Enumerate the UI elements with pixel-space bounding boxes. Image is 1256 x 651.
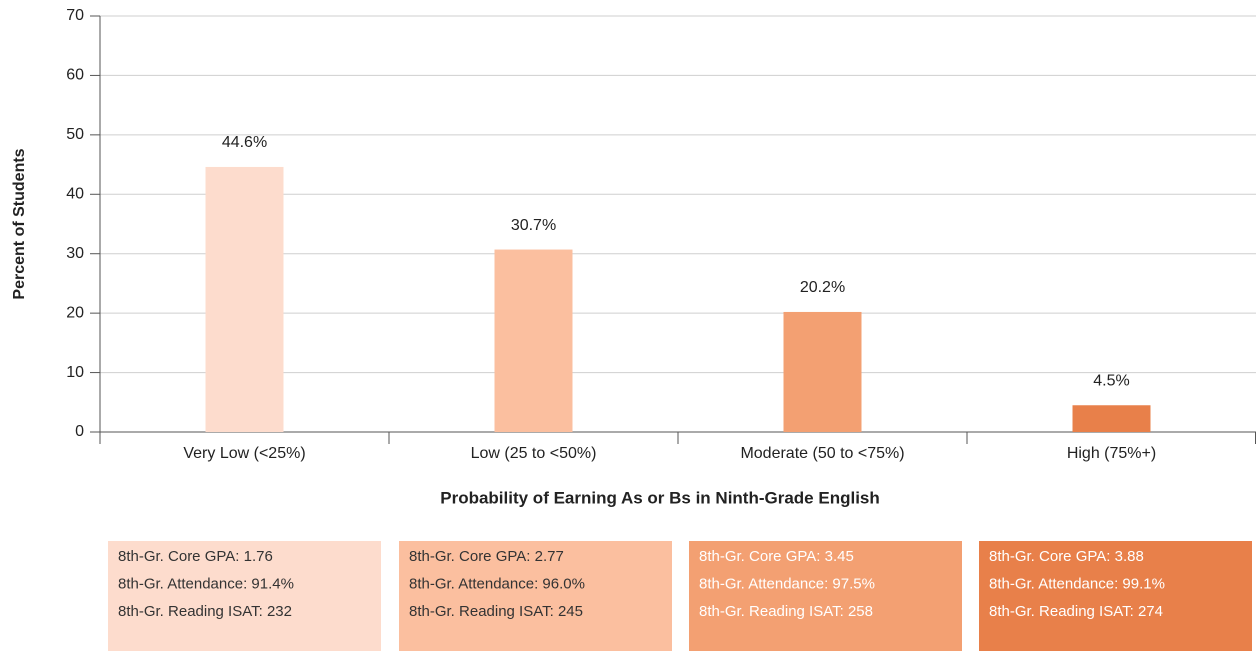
x-axis-title: Probability of Earning As or Bs in Ninth… (440, 488, 880, 507)
info-text: 8th-Gr. Core GPA: 2.77 (409, 548, 564, 565)
y-tick-label: 0 (75, 423, 84, 440)
x-tick-label: Moderate (50 to <75%) (740, 445, 904, 462)
value-label: 20.2% (800, 279, 845, 296)
bar (1072, 405, 1151, 432)
info-box (689, 541, 962, 651)
info-text: 8th-Gr. Attendance: 96.0% (409, 575, 585, 592)
info-text: 8th-Gr. Reading ISAT: 274 (989, 603, 1163, 620)
info-text: 8th-Gr. Attendance: 97.5% (699, 575, 875, 592)
x-tick-label: High (75%+) (1067, 445, 1156, 462)
info-text: 8th-Gr. Reading ISAT: 258 (699, 603, 873, 620)
info-text: 8th-Gr. Attendance: 91.4% (118, 575, 294, 592)
x-tick-label: Very Low (<25%) (183, 445, 305, 462)
y-tick-label: 20 (66, 304, 84, 321)
info-text: 8th-Gr. Attendance: 99.1% (989, 575, 1165, 592)
y-tick-label: 40 (66, 186, 84, 203)
y-tick-label: 50 (66, 126, 84, 143)
y-tick-label: 30 (66, 245, 84, 262)
info-text: 8th-Gr. Reading ISAT: 245 (409, 603, 583, 620)
y-tick-label: 60 (66, 67, 84, 84)
info-box (979, 541, 1252, 651)
info-text: 8th-Gr. Core GPA: 3.88 (989, 548, 1144, 565)
y-tick-label: 10 (66, 364, 84, 381)
info-text: 8th-Gr. Core GPA: 3.45 (699, 548, 854, 565)
bar (494, 249, 573, 432)
y-axis-title: Percent of Students (11, 148, 28, 299)
info-box (108, 541, 381, 651)
bar (783, 311, 862, 432)
x-tick-label: Low (25 to <50%) (471, 445, 597, 462)
y-tick-label: 70 (66, 7, 84, 24)
info-text: 8th-Gr. Core GPA: 1.76 (118, 548, 273, 565)
bar (205, 166, 284, 432)
info-text: 8th-Gr. Reading ISAT: 232 (118, 603, 292, 620)
value-label: 30.7% (511, 217, 556, 234)
value-label: 4.5% (1093, 372, 1129, 389)
info-box (399, 541, 672, 651)
value-label: 44.6% (222, 134, 267, 151)
